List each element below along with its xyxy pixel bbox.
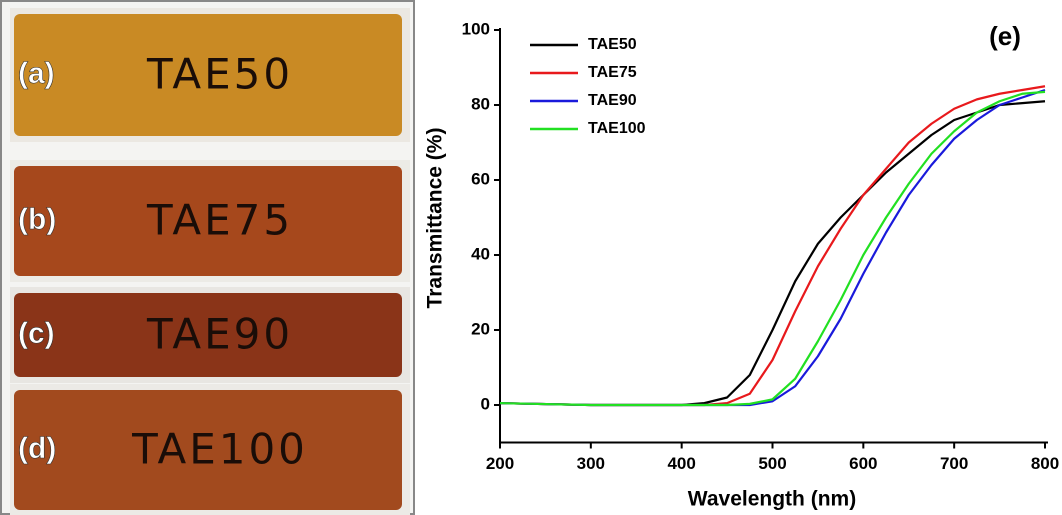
y-tick-label: 0 [481, 394, 490, 413]
x-tick-label: 300 [577, 454, 605, 473]
photo-label: (c) [18, 317, 55, 350]
x-tick-label: 500 [758, 454, 786, 473]
photo-label: (b) [18, 203, 56, 236]
panel-label: (e) [989, 21, 1021, 51]
x-tick-label: 400 [667, 454, 695, 473]
legend-label: TAE50 [588, 36, 637, 53]
x-tick-label: 700 [940, 454, 968, 473]
strip-text: TAE90 [146, 310, 293, 359]
strip-text: TAE100 [131, 425, 308, 474]
legend-label: TAE90 [588, 92, 637, 109]
legend-label: TAE100 [588, 120, 646, 137]
y-axis-title: Transmittance (%) [424, 128, 447, 309]
y-tick-label: 80 [471, 94, 490, 113]
series-line [500, 86, 1045, 405]
legend-label: TAE75 [588, 64, 637, 81]
strip-text: TAE50 [146, 50, 293, 99]
x-tick-label: 600 [849, 454, 877, 473]
x-tick-label: 800 [1031, 454, 1059, 473]
y-tick-label: 20 [471, 319, 490, 338]
photos: (a) TAE50 (b) TAE75 (c) TAE90 (d) TAE100 [10, 8, 410, 515]
photo-label: (d) [18, 432, 56, 465]
y-tick-label: 60 [471, 169, 490, 188]
photo-label: (a) [18, 57, 55, 90]
strip-text: TAE75 [146, 196, 293, 245]
x-tick-label: 200 [486, 454, 514, 473]
figure: (a) TAE50 (b) TAE75 (c) TAE90 (d) TAE100 (e) Wa… [0, 0, 1062, 515]
y-tick-label: 40 [471, 244, 490, 263]
y-tick-label: 100 [462, 19, 490, 38]
x-axis-title: Wavelength (nm) [688, 488, 856, 511]
